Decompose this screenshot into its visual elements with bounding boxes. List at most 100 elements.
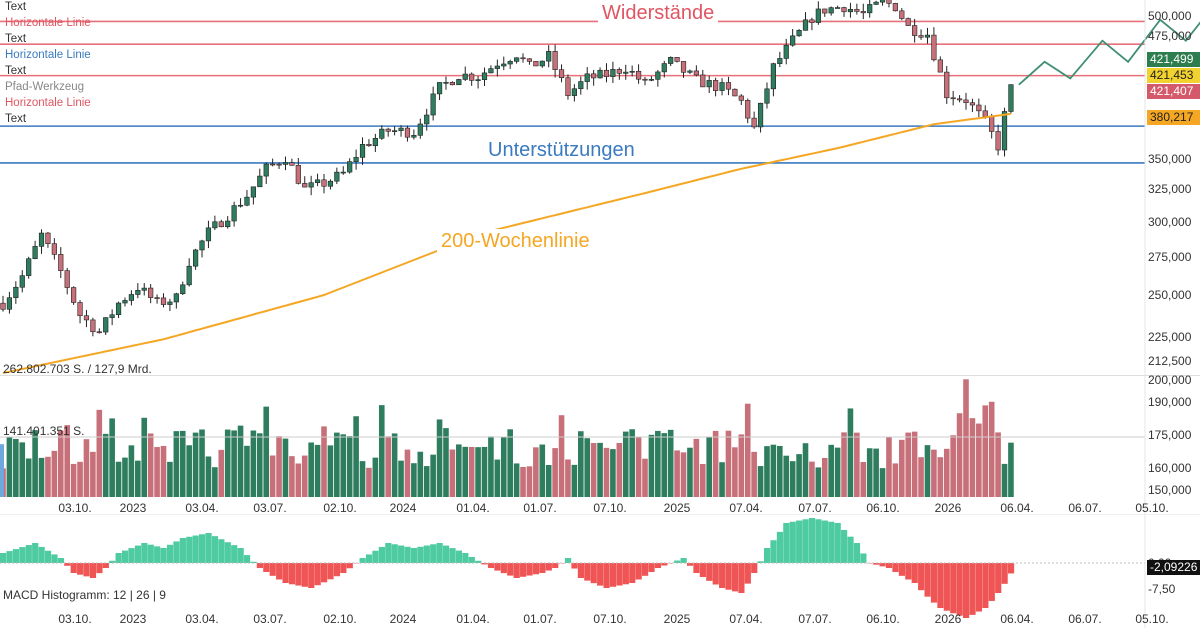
macd-bar	[224, 542, 231, 563]
volume-bar	[982, 405, 989, 497]
volume-bar	[661, 433, 668, 497]
candle-body	[475, 79, 481, 81]
volume-bar	[642, 458, 648, 497]
candle-body	[302, 183, 308, 188]
volume-bar	[943, 448, 950, 497]
macd-bar	[430, 544, 437, 563]
candle-body	[937, 59, 943, 73]
x-tick-label: 06.07.	[1068, 501, 1102, 515]
candle-body	[578, 81, 584, 90]
candle-body	[180, 284, 186, 295]
projection-path	[1018, 18, 1200, 86]
volume-bar	[334, 432, 340, 497]
macd-bar	[256, 563, 263, 568]
macd-bar	[789, 521, 796, 563]
volume-bar	[64, 425, 70, 497]
macd-bar	[571, 563, 578, 569]
macd-bar	[950, 563, 957, 614]
candle-body	[308, 182, 314, 188]
macd-bar	[520, 563, 527, 577]
macd-bar	[975, 563, 983, 612]
volume-bar	[680, 452, 687, 497]
macd-bar	[674, 560, 681, 563]
volume-bar	[224, 429, 231, 497]
candle-body	[526, 58, 533, 62]
tool-label: Text	[5, 33, 27, 45]
macd-bar	[526, 563, 533, 576]
volume-bar	[468, 446, 475, 497]
candle-body	[58, 254, 64, 271]
macd-bar	[776, 531, 784, 563]
volume-bar	[866, 448, 873, 497]
candle-body	[103, 317, 109, 333]
candle-body	[327, 180, 334, 187]
volume-bar	[301, 455, 308, 497]
macd-bar	[757, 561, 764, 563]
macd-bar	[847, 536, 854, 563]
macd-bar	[686, 563, 694, 566]
candle-body	[623, 71, 629, 74]
volume-bar	[436, 419, 443, 497]
annotation-sma: 200-Wochenlinie	[437, 229, 594, 253]
volume-bar	[597, 442, 603, 497]
candle-body	[90, 319, 96, 333]
macd-bar	[988, 563, 995, 601]
candle-body	[469, 73, 475, 81]
candle-body	[424, 114, 430, 125]
candle-body	[854, 8, 860, 12]
volume-bar	[90, 451, 96, 497]
macd-bar	[211, 536, 219, 563]
candle-body	[385, 128, 391, 132]
macd-label: MACD Histogramm: 12 | 26 | 9	[3, 588, 166, 602]
macd-bar	[308, 563, 315, 588]
candle-body	[501, 63, 507, 67]
volume-bar	[346, 436, 353, 497]
volume-bar	[154, 447, 160, 497]
x-tick-label: 2023	[119, 612, 147, 626]
volume-bar	[854, 432, 860, 497]
volume-bar	[237, 425, 244, 497]
candle-body	[359, 144, 366, 158]
volume-bar	[719, 462, 725, 497]
macd-bar	[494, 563, 501, 571]
macd-bar	[160, 548, 167, 563]
volume-bar	[905, 432, 912, 497]
macd-bar	[12, 549, 20, 563]
macd-bar	[340, 563, 347, 573]
macd-bar	[19, 547, 26, 563]
candle-body	[912, 25, 918, 36]
candle-body	[513, 57, 520, 62]
macd-bar	[186, 536, 193, 563]
candle-body	[0, 302, 6, 310]
candle-body	[51, 243, 57, 255]
candle-body	[751, 117, 757, 128]
price-tag: 421,453	[1147, 68, 1200, 83]
macd-value-tag: -2,09226	[1147, 560, 1200, 575]
volume-bar	[135, 460, 141, 497]
volume-bar	[578, 431, 584, 497]
volume-bar	[815, 467, 822, 497]
candle-body	[950, 97, 956, 100]
macd-bar	[841, 530, 848, 563]
volume-y-tick: 175,000	[1148, 428, 1192, 443]
candle-body	[725, 82, 732, 90]
macd-bar	[25, 545, 32, 563]
macd-bar	[969, 563, 976, 615]
macd-bar	[128, 548, 135, 563]
x-tick-label: 2024	[389, 612, 417, 626]
candle-body	[802, 19, 809, 31]
candle-body	[392, 130, 398, 132]
macd-bar	[725, 563, 732, 590]
x-tick-label: 03.07.	[253, 612, 287, 626]
volume-bar	[282, 438, 289, 497]
volume-bar	[212, 467, 218, 497]
macd-bar	[719, 563, 726, 588]
volume-bar	[500, 436, 507, 497]
macd-bar	[1007, 563, 1015, 574]
volume-label: 262.802.703 S. / 127,9 Mrd.	[3, 362, 152, 376]
macd-bar	[564, 558, 572, 563]
macd-bar	[924, 563, 931, 597]
candle-body	[71, 287, 77, 303]
volume-bar	[13, 438, 19, 497]
volume-bar	[610, 449, 616, 497]
